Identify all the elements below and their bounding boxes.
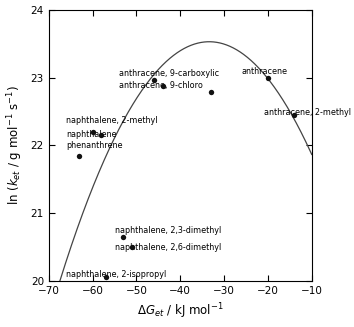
Text: anthracene, 2-methyl: anthracene, 2-methyl — [263, 108, 350, 117]
Point — [151, 77, 157, 82]
Text: phenanthrene: phenanthrene — [66, 141, 123, 150]
Point — [120, 235, 126, 240]
Text: anthracene: anthracene — [242, 67, 288, 76]
Text: naphthalene: naphthalene — [66, 130, 117, 139]
Text: anthracene, 9-chloro: anthracene, 9-chloro — [119, 81, 203, 90]
Point — [77, 153, 82, 158]
Point — [160, 84, 166, 89]
Y-axis label: ln ($k_{et}$ / g mol$^{-1}$ s$^{-1}$): ln ($k_{et}$ / g mol$^{-1}$ s$^{-1}$) — [6, 86, 25, 205]
Text: naphthalene, 2,6-dimethyl: naphthalene, 2,6-dimethyl — [115, 243, 221, 251]
Text: anthracene, 9-carboxylic: anthracene, 9-carboxylic — [119, 69, 219, 77]
Point — [90, 129, 96, 134]
Text: naphthalene, 2,3-dimethyl: naphthalene, 2,3-dimethyl — [115, 226, 221, 235]
Point — [103, 274, 109, 279]
X-axis label: $\Delta G_{et}$ / kJ mol$^{-1}$: $\Delta G_{et}$ / kJ mol$^{-1}$ — [137, 302, 224, 321]
Point — [129, 245, 135, 250]
Point — [208, 90, 214, 95]
Text: naphthalene, 2-isopropyl: naphthalene, 2-isopropyl — [66, 270, 167, 279]
Point — [98, 133, 104, 138]
Point — [291, 112, 297, 117]
Text: naphthalene, 2-methyl: naphthalene, 2-methyl — [66, 116, 158, 125]
Point — [265, 75, 271, 80]
